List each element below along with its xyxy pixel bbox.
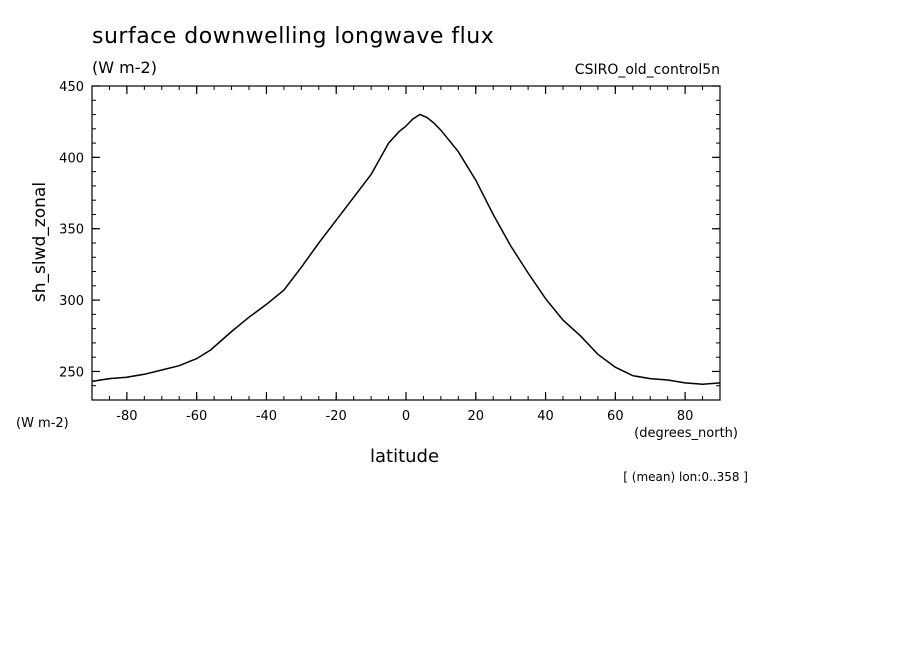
- averaging-note: [ (mean) lon:0..358 ]: [623, 470, 748, 484]
- series-line: [91, 113, 721, 386]
- y-tick-label: 400: [59, 151, 84, 166]
- x-tick-label: -80: [116, 409, 137, 424]
- x-tick-label: 0: [402, 409, 410, 424]
- chart-title: surface downwelling longwave flux: [92, 24, 495, 49]
- y-axis-units: (W m-2): [16, 416, 69, 431]
- x-tick-label: -40: [256, 409, 277, 424]
- y-tick-label: 300: [59, 294, 84, 309]
- x-axis-label: latitude: [370, 446, 440, 467]
- x-axis-units: (degrees_north): [634, 426, 738, 441]
- x-tick-label: 60: [607, 409, 624, 424]
- y-tick-label: 250: [59, 365, 84, 380]
- x-tick-label: -60: [186, 409, 207, 424]
- x-tick-label: 40: [537, 409, 554, 424]
- x-tick-label: -20: [326, 409, 347, 424]
- y-tick-labels: 250 300 350 400 450: [59, 80, 84, 380]
- title-units: (W m-2): [92, 58, 157, 77]
- x-tick-labels: -80 -60 -40 -20 0 20 40 60 80: [116, 409, 693, 424]
- minor-ticks: [91, 85, 721, 401]
- y-axis-label: sh_slwd_zonal: [30, 181, 50, 303]
- y-tick-label: 350: [59, 223, 84, 238]
- x-tick-label: 80: [677, 409, 694, 424]
- major-ticks: [92, 85, 720, 400]
- y-tick-label: 450: [59, 80, 84, 95]
- x-tick-label: 20: [468, 409, 485, 424]
- dataset-label: CSIRO_old_control5n: [574, 62, 720, 78]
- plot-frame: [91, 85, 721, 401]
